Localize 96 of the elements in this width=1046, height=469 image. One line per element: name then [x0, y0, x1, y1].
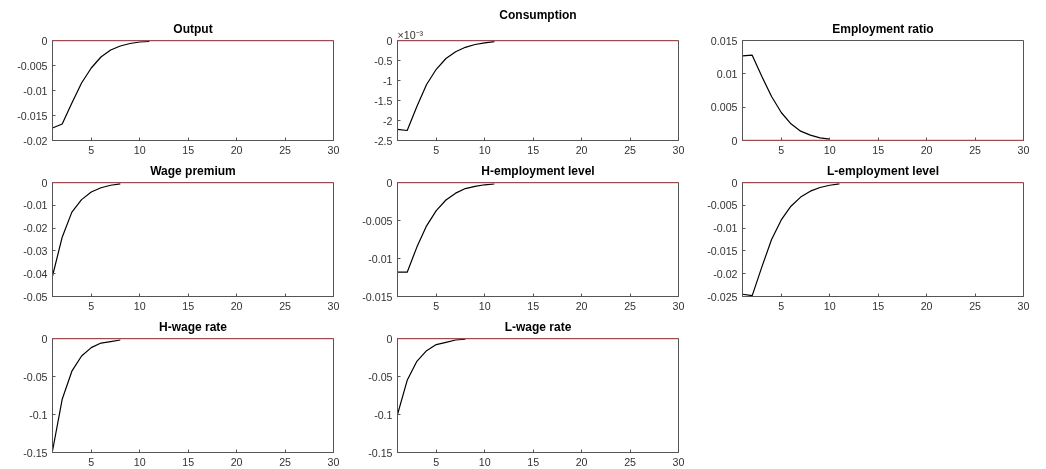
x-tick-label: 15: [527, 455, 540, 468]
x-tick-label: 25: [279, 143, 292, 156]
y-tick-label: 0: [41, 34, 48, 47]
y-tick-label: -0.015: [17, 109, 48, 122]
y-tick-label: 0.005: [710, 101, 738, 114]
x-tick-label: 10: [823, 143, 836, 156]
y-tick-label: -0.005: [362, 214, 393, 227]
y-tick-label: -0.01: [368, 252, 393, 265]
y-tick-label: -0.02: [23, 222, 48, 235]
x-tick-label: 5: [778, 143, 785, 156]
chart-title: Wage premium: [150, 163, 236, 178]
chart-title: Consumption: [499, 7, 577, 22]
y-tick-label: -0.5: [374, 54, 393, 67]
x-tick-label: 5: [433, 455, 440, 468]
x-tick-label: 25: [624, 455, 637, 468]
y-tick-label: -0.15: [23, 446, 48, 459]
y-tick-label: -0.015: [362, 290, 393, 303]
x-tick-label: 10: [133, 299, 146, 312]
x-tick-label: 15: [872, 299, 885, 312]
x-tick-label: 15: [182, 143, 195, 156]
y-tick-label: 0: [41, 332, 48, 345]
x-tick-label: 10: [133, 143, 146, 156]
x-tick-label: 20: [230, 299, 243, 312]
y-tick-label: 0: [386, 176, 393, 189]
x-tick-label: 15: [872, 143, 885, 156]
x-tick-label: 25: [279, 455, 292, 468]
y-tick-label: -0.04: [23, 267, 48, 280]
x-tick-label: 5: [88, 143, 95, 156]
x-tick-label: 5: [433, 299, 440, 312]
x-tick-label: 30: [672, 299, 685, 312]
x-tick-label: 30: [672, 143, 685, 156]
y-tick-label: -0.05: [23, 370, 48, 383]
x-tick-label: 5: [88, 299, 95, 312]
x-tick-label: 30: [1017, 299, 1030, 312]
x-tick-label: 30: [327, 143, 340, 156]
y-tick-label: -0.01: [23, 199, 48, 212]
x-tick-label: 5: [88, 455, 95, 468]
x-tick-label: 10: [478, 143, 491, 156]
x-tick-label: 10: [478, 299, 491, 312]
y-tick-label: -0.005: [17, 59, 48, 72]
x-tick-label: 20: [920, 299, 933, 312]
annotation: ×10⁻³: [397, 28, 424, 41]
x-tick-label: 10: [133, 455, 146, 468]
x-tick-label: 15: [527, 143, 540, 156]
y-tick-label: -2: [383, 114, 393, 127]
chart-title: H-wage rate: [158, 319, 228, 334]
y-tick-label: -0.02: [23, 134, 48, 147]
x-tick-label: 25: [624, 143, 637, 156]
x-tick-label: 10: [478, 455, 491, 468]
y-tick-label: -0.05: [368, 370, 393, 383]
x-tick-label: 30: [327, 299, 340, 312]
x-tick-label: 5: [778, 299, 785, 312]
x-tick-label: 20: [230, 143, 243, 156]
y-tick-label: -0.1: [29, 408, 48, 421]
y-tick-label: 0: [731, 134, 738, 147]
y-tick-label: -0.01: [23, 84, 48, 97]
x-tick-label: 30: [672, 455, 685, 468]
x-tick-label: 20: [575, 143, 588, 156]
x-tick-label: 20: [230, 455, 243, 468]
x-tick-label: 15: [182, 299, 195, 312]
y-tick-label: -0.01: [713, 222, 738, 235]
y-tick-label: 0: [386, 332, 393, 345]
x-tick-label: 10: [823, 299, 836, 312]
chart-title: Output: [173, 21, 213, 36]
chart-title: H-employment level: [481, 163, 595, 178]
x-tick-label: 20: [920, 143, 933, 156]
y-tick-label: -0.03: [23, 244, 48, 257]
y-tick-label: -2.5: [374, 134, 393, 147]
chart-title: L-wage rate: [504, 319, 572, 334]
chart-title: Employment ratio: [832, 21, 934, 36]
x-tick-label: 25: [279, 299, 292, 312]
y-tick-label: 0.015: [710, 34, 738, 47]
x-tick-label: 30: [1017, 143, 1030, 156]
y-tick-label: 0: [41, 176, 48, 189]
x-tick-label: 15: [527, 299, 540, 312]
y-tick-label: -0.015: [707, 244, 738, 257]
x-tick-label: 30: [327, 455, 340, 468]
x-tick-label: 20: [575, 455, 588, 468]
y-tick-label: -0.05: [23, 290, 48, 303]
y-tick-label: -0.15: [368, 446, 393, 459]
y-tick-label: -0.1: [374, 408, 393, 421]
x-tick-label: 25: [969, 299, 982, 312]
x-tick-label: 25: [969, 143, 982, 156]
y-tick-label: -1.5: [374, 94, 393, 107]
y-tick-label: -0.005: [707, 199, 738, 212]
x-tick-label: 15: [182, 455, 195, 468]
chart-title: L-employment level: [826, 163, 940, 178]
x-tick-label: 25: [624, 299, 637, 312]
y-tick-label: -1: [383, 74, 393, 87]
y-tick-label: -0.02: [713, 267, 738, 280]
x-tick-label: 20: [575, 299, 588, 312]
y-tick-label: 0: [386, 34, 393, 47]
x-tick-label: 5: [433, 143, 440, 156]
y-tick-label: -0.025: [707, 290, 738, 303]
y-tick-label: 0.01: [716, 67, 738, 80]
y-tick-label: 0: [731, 176, 738, 189]
